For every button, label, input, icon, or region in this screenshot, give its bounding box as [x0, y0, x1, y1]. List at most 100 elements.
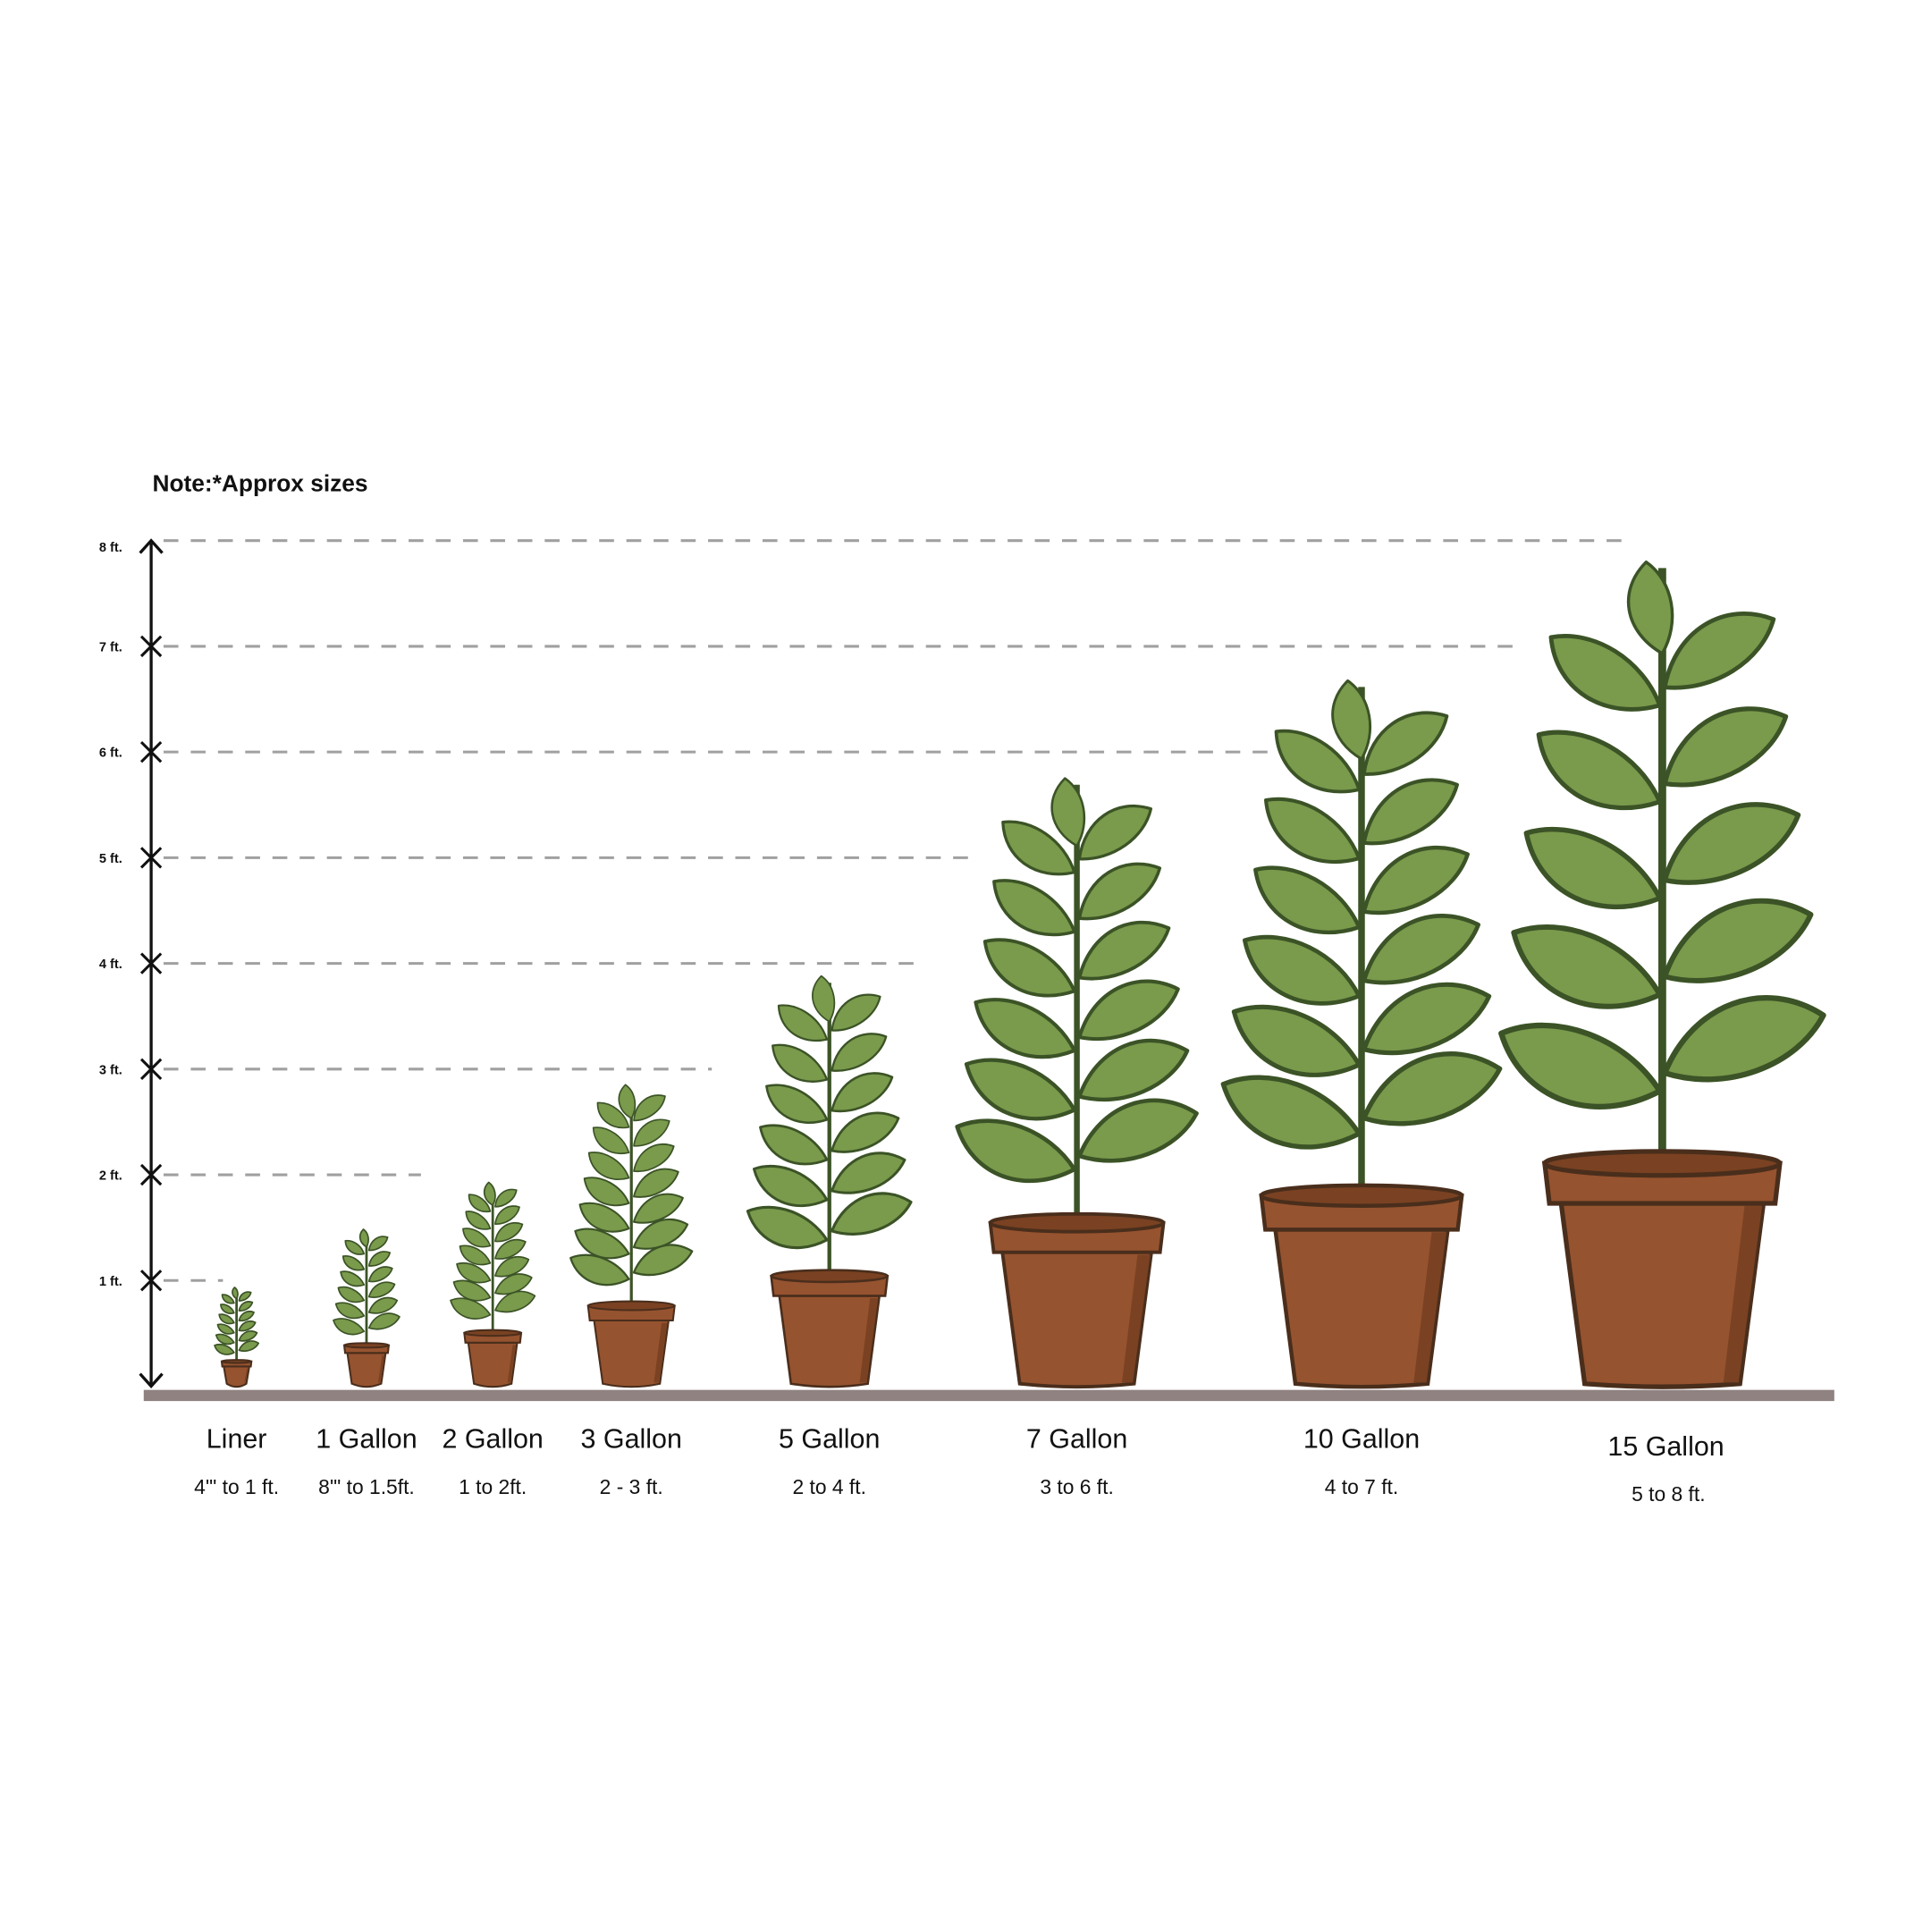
leaf: [494, 1222, 524, 1243]
leaf: [333, 1318, 366, 1336]
category-label: 5 Gallon: [779, 1424, 880, 1455]
leaf: [831, 1111, 900, 1153]
pot-opening: [988, 1211, 1166, 1234]
leaf: [1077, 920, 1171, 981]
leaf: [812, 974, 836, 1023]
leaf: [1362, 1051, 1503, 1126]
leaf: [367, 1296, 399, 1314]
ground-line: [143, 1389, 1834, 1402]
pot-shadow: [1121, 1254, 1151, 1383]
leaf: [1662, 898, 1814, 983]
leaf: [1536, 730, 1663, 811]
leaf: [1001, 820, 1076, 876]
leaf: [238, 1310, 255, 1322]
pot-body: [467, 1341, 519, 1388]
size-range-label: 3 to 6 ft.: [1040, 1475, 1114, 1498]
leaf: [459, 1244, 492, 1266]
leaf: [1662, 994, 1826, 1083]
leaf: [587, 1152, 630, 1180]
plant-liner: [214, 1287, 260, 1388]
arrow-up-icon: [139, 538, 164, 554]
pot-opening: [770, 1269, 890, 1284]
leaf: [494, 1238, 527, 1260]
leaf: [592, 1126, 630, 1154]
size-range-label: 2 - 3 ft.: [600, 1475, 663, 1498]
leaf: [1498, 1022, 1663, 1109]
leaf: [1231, 1004, 1362, 1077]
plant-2-gallon: [450, 1181, 536, 1388]
leaf: [632, 1244, 694, 1277]
leaf: [830, 1192, 913, 1236]
plant-3-gallon: [569, 1084, 694, 1388]
y-tick-label: 1 ft.: [99, 1275, 122, 1289]
leaf: [632, 1218, 689, 1250]
pot-opening: [1542, 1149, 1783, 1178]
leaf: [759, 1124, 829, 1166]
size-range-label: 4 to 7 ft.: [1325, 1475, 1399, 1498]
y-tick-label: 6 ft.: [99, 747, 122, 761]
leaf: [982, 938, 1076, 998]
leaf: [1662, 612, 1776, 690]
leaf: [462, 1228, 492, 1248]
leaf: [465, 1211, 492, 1230]
leaf: [633, 1094, 666, 1122]
pot-opening: [586, 1300, 676, 1312]
leaf: [1331, 679, 1372, 761]
leaf: [216, 1323, 235, 1335]
leaf: [214, 1343, 235, 1355]
pot-shadow: [654, 1322, 668, 1383]
y-tick-label: 8 ft.: [99, 541, 122, 555]
leaf: [831, 1033, 888, 1072]
leaf: [574, 1228, 630, 1260]
leaf: [483, 1181, 496, 1206]
pot-shadow: [1413, 1232, 1447, 1383]
leaf: [494, 1205, 520, 1225]
category-label: 7 Gallon: [1026, 1424, 1127, 1455]
leaf: [238, 1340, 260, 1353]
leaf: [494, 1256, 530, 1278]
leaf: [215, 1333, 235, 1346]
leaf: [221, 1294, 235, 1304]
category-label: 1 Gallon: [316, 1424, 417, 1455]
pot-shadow: [507, 1345, 517, 1383]
leaf: [334, 1302, 366, 1320]
leaf: [1253, 865, 1362, 935]
leaf: [777, 1004, 829, 1042]
leaf: [340, 1270, 366, 1287]
pot-body: [346, 1352, 387, 1388]
leaf: [1662, 802, 1801, 885]
leaf: [232, 1287, 239, 1300]
pot-opening: [220, 1359, 253, 1364]
size-range-label: 4'" to 1 ft.: [194, 1475, 279, 1498]
pot-opening: [463, 1329, 523, 1337]
y-tick-label: 4 ft.: [99, 958, 122, 972]
size-range-label: 2 to 4 ft.: [792, 1475, 865, 1498]
leaf: [1511, 924, 1663, 1009]
pot-body: [1558, 1201, 1767, 1389]
leaf: [992, 879, 1076, 937]
leaf: [218, 1313, 235, 1325]
pot-body: [593, 1319, 670, 1388]
leaf: [1662, 706, 1789, 788]
leaf: [494, 1273, 533, 1295]
leaf: [955, 1118, 1077, 1184]
leaf: [1523, 827, 1663, 910]
arrow-down-icon: [139, 1372, 164, 1388]
pot-shadow: [377, 1355, 385, 1383]
size-range-label: 8'" to 1.5ft.: [318, 1475, 415, 1498]
leaf: [1548, 634, 1663, 712]
leaf: [831, 1152, 906, 1194]
leaf: [367, 1312, 401, 1330]
leaf: [367, 1281, 396, 1298]
leaf: [583, 1177, 630, 1207]
leaf: [618, 1084, 637, 1119]
leaf: [358, 1228, 369, 1248]
plant-1-gallon: [333, 1228, 401, 1388]
y-tick-label: 3 ft.: [99, 1063, 122, 1077]
leaf: [831, 1072, 894, 1113]
category-label: 15 Gallon: [1607, 1431, 1724, 1462]
size-range-label: 1 to 2ft.: [459, 1475, 527, 1498]
leaf: [1274, 729, 1362, 794]
pot-body: [1273, 1228, 1450, 1389]
leaf: [831, 993, 881, 1032]
